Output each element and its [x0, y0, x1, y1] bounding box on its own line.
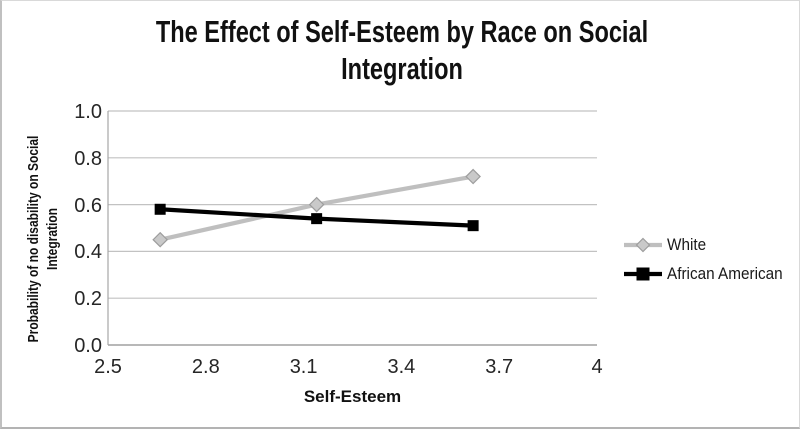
y-axis-tick-label: 0.2: [74, 288, 102, 311]
y-axis-tick-label: 0.0: [74, 335, 102, 357]
square-marker-icon: [154, 203, 166, 215]
x-axis-tick-label: 3.4: [387, 356, 416, 378]
chart-title-line2: Integration: [341, 51, 463, 86]
chart-title-line1: The Effect of Self-Esteem by Race on Soc…: [155, 14, 649, 49]
x-axis-tick-label: 2.8: [191, 356, 220, 378]
diamond-marker-icon: [465, 168, 481, 185]
y-axis-title-line1: Probability of no disability on Social: [25, 135, 42, 343]
legend-item-african-american: African American: [624, 264, 796, 284]
x-axis-tick-label: 3.1: [289, 356, 318, 378]
chart-title: The Effect of Self-Esteem by Race on Soc…: [98, 13, 706, 87]
x-axis-tick-label: 3.7: [485, 356, 514, 378]
legend-label: White: [667, 235, 707, 254]
y-axis-tick-label: 0.4: [74, 241, 102, 264]
legend-label: African American: [667, 264, 783, 283]
y-axis-tick-label: 1.0: [74, 101, 102, 123]
x-axis-tick-label: 4: [591, 356, 603, 378]
square-marker-icon: [311, 213, 323, 225]
y-axis-tick-label: 0.8: [74, 147, 102, 170]
x-axis-tick-label: 2.5: [94, 356, 122, 378]
diamond-marker-icon: [152, 231, 169, 248]
x-axis-title: Self-Esteem: [303, 387, 402, 406]
legend-diamond-marker-icon: [624, 237, 662, 253]
square-marker-icon: [467, 220, 479, 232]
y-axis-tick-label: 0.6: [74, 194, 102, 217]
legend-item-white: White: [624, 235, 710, 255]
legend-square-marker-icon: [624, 267, 662, 281]
diamond-marker-icon: [308, 196, 325, 213]
